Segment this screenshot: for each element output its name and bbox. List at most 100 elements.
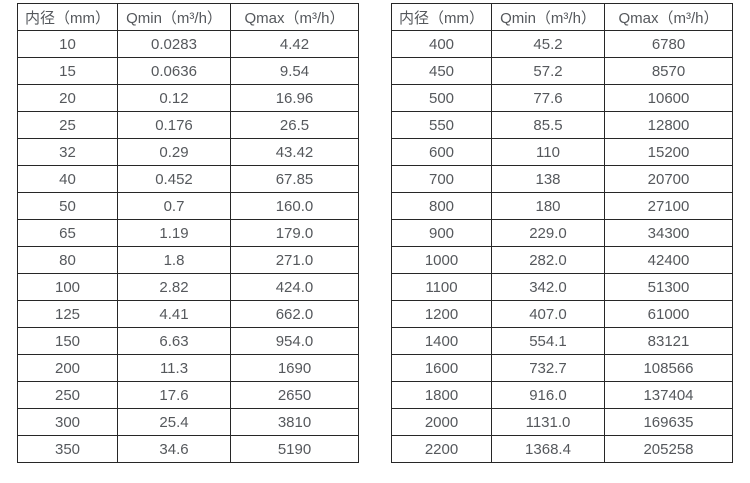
- table-row: 2000 1131.0 169635: [391, 408, 733, 436]
- table-cell: 0.7: [117, 192, 231, 220]
- table-cell: 1000: [391, 246, 492, 274]
- table-cell: 80: [17, 246, 118, 274]
- table-cell: 10: [17, 30, 118, 58]
- table-cell: 1800: [391, 381, 492, 409]
- table-cell: 11.3: [117, 354, 231, 382]
- table-cell: 100: [17, 273, 118, 301]
- table-cell: 350: [17, 435, 118, 463]
- table-cell: 180: [491, 192, 605, 220]
- table-cell: 179.0: [230, 219, 359, 247]
- table-cell: 51300: [604, 273, 733, 301]
- table-cell: 1.8: [117, 246, 231, 274]
- table-row: 50 0.7 160.0: [17, 192, 359, 220]
- table-cell: 2000: [391, 408, 492, 436]
- table-cell: 954.0: [230, 327, 359, 355]
- table-cell: 0.12: [117, 84, 231, 112]
- table-row: 200 11.3 1690: [17, 354, 359, 382]
- table-cell: 0.0283: [117, 30, 231, 58]
- table-cell: 20700: [604, 165, 733, 193]
- column-header: 内径（mm）: [391, 3, 492, 31]
- table-cell: 400: [391, 30, 492, 58]
- table-cell: 282.0: [491, 246, 605, 274]
- table-cell: 1400: [391, 327, 492, 355]
- table-cell: 57.2: [491, 57, 605, 85]
- table-cell: 10600: [604, 84, 733, 112]
- table-cell: 20: [17, 84, 118, 112]
- column-header: Qmax（m³/h）: [230, 3, 359, 31]
- flow-rate-table-large-diameters: 内径（mm） Qmin（m³/h） Qmax（m³/h） 400 45.2 6780 45…: [391, 3, 733, 463]
- table-cell: 15200: [604, 138, 733, 166]
- table-cell: 150: [17, 327, 118, 355]
- table-row: 2200 1368.4 205258: [391, 435, 733, 463]
- table-cell: 40: [17, 165, 118, 193]
- table-cell: 3810: [230, 408, 359, 436]
- table-cell: 0.452: [117, 165, 231, 193]
- table-row: 550 85.5 12800: [391, 111, 733, 139]
- table-cell: 550: [391, 111, 492, 139]
- table-cell: 110: [491, 138, 605, 166]
- table-cell: 600: [391, 138, 492, 166]
- table-cell: 205258: [604, 435, 733, 463]
- table-cell: 500: [391, 84, 492, 112]
- table-cell: 1100: [391, 273, 492, 301]
- table-row: 10 0.0283 4.42: [17, 30, 359, 58]
- table-cell: 229.0: [491, 219, 605, 247]
- table-cell: 9.54: [230, 57, 359, 85]
- table-cell: 125: [17, 300, 118, 328]
- table-cell: 15: [17, 57, 118, 85]
- table-cell: 700: [391, 165, 492, 193]
- table-cell: 2200: [391, 435, 492, 463]
- table-cell: 0.0636: [117, 57, 231, 85]
- table-cell: 169635: [604, 408, 733, 436]
- table-cell: 424.0: [230, 273, 359, 301]
- column-header: Qmax（m³/h）: [604, 3, 733, 31]
- table-cell: 25.4: [117, 408, 231, 436]
- table-row: 1400 554.1 83121: [391, 327, 733, 355]
- table-cell: 16.96: [230, 84, 359, 112]
- table-cell: 1131.0: [491, 408, 605, 436]
- table-cell: 407.0: [491, 300, 605, 328]
- header-row: 内径（mm） Qmin（m³/h） Qmax（m³/h）: [391, 3, 733, 31]
- table-row: 600 110 15200: [391, 138, 733, 166]
- table-row: 350 34.6 5190: [17, 435, 359, 463]
- table-cell: 160.0: [230, 192, 359, 220]
- table-row: 1000 282.0 42400: [391, 246, 733, 274]
- table-row: 32 0.29 43.42: [17, 138, 359, 166]
- table-cell: 61000: [604, 300, 733, 328]
- table-cell: 8570: [604, 57, 733, 85]
- table-cell: 34300: [604, 219, 733, 247]
- table-cell: 137404: [604, 381, 733, 409]
- header-row: 内径（mm） Qmin（m³/h） Qmax（m³/h）: [17, 3, 359, 31]
- table-row: 1600 732.7 108566: [391, 354, 733, 382]
- table-cell: 1368.4: [491, 435, 605, 463]
- table-cell: 1.19: [117, 219, 231, 247]
- table-cell: 83121: [604, 327, 733, 355]
- table-cell: 17.6: [117, 381, 231, 409]
- column-header: Qmin（m³/h）: [491, 3, 605, 31]
- table-cell: 2650: [230, 381, 359, 409]
- table-row: 80 1.8 271.0: [17, 246, 359, 274]
- table-cell: 12800: [604, 111, 733, 139]
- table-cell: 50: [17, 192, 118, 220]
- table-cell: 26.5: [230, 111, 359, 139]
- table-cell: 662.0: [230, 300, 359, 328]
- table-cell: 200: [17, 354, 118, 382]
- table-cell: 4.42: [230, 30, 359, 58]
- table-row: 400 45.2 6780: [391, 30, 733, 58]
- table-cell: 0.29: [117, 138, 231, 166]
- table-row: 800 180 27100: [391, 192, 733, 220]
- table-row: 1200 407.0 61000: [391, 300, 733, 328]
- column-header: 内径（mm）: [17, 3, 118, 31]
- table-cell: 108566: [604, 354, 733, 382]
- table-row: 700 138 20700: [391, 165, 733, 193]
- table-cell: 916.0: [491, 381, 605, 409]
- table-row: 450 57.2 8570: [391, 57, 733, 85]
- table-row: 1800 916.0 137404: [391, 381, 733, 409]
- table-cell: 32: [17, 138, 118, 166]
- table-cell: 138: [491, 165, 605, 193]
- table-row: 900 229.0 34300: [391, 219, 733, 247]
- table-cell: 6780: [604, 30, 733, 58]
- table-cell: 342.0: [491, 273, 605, 301]
- table-cell: 67.85: [230, 165, 359, 193]
